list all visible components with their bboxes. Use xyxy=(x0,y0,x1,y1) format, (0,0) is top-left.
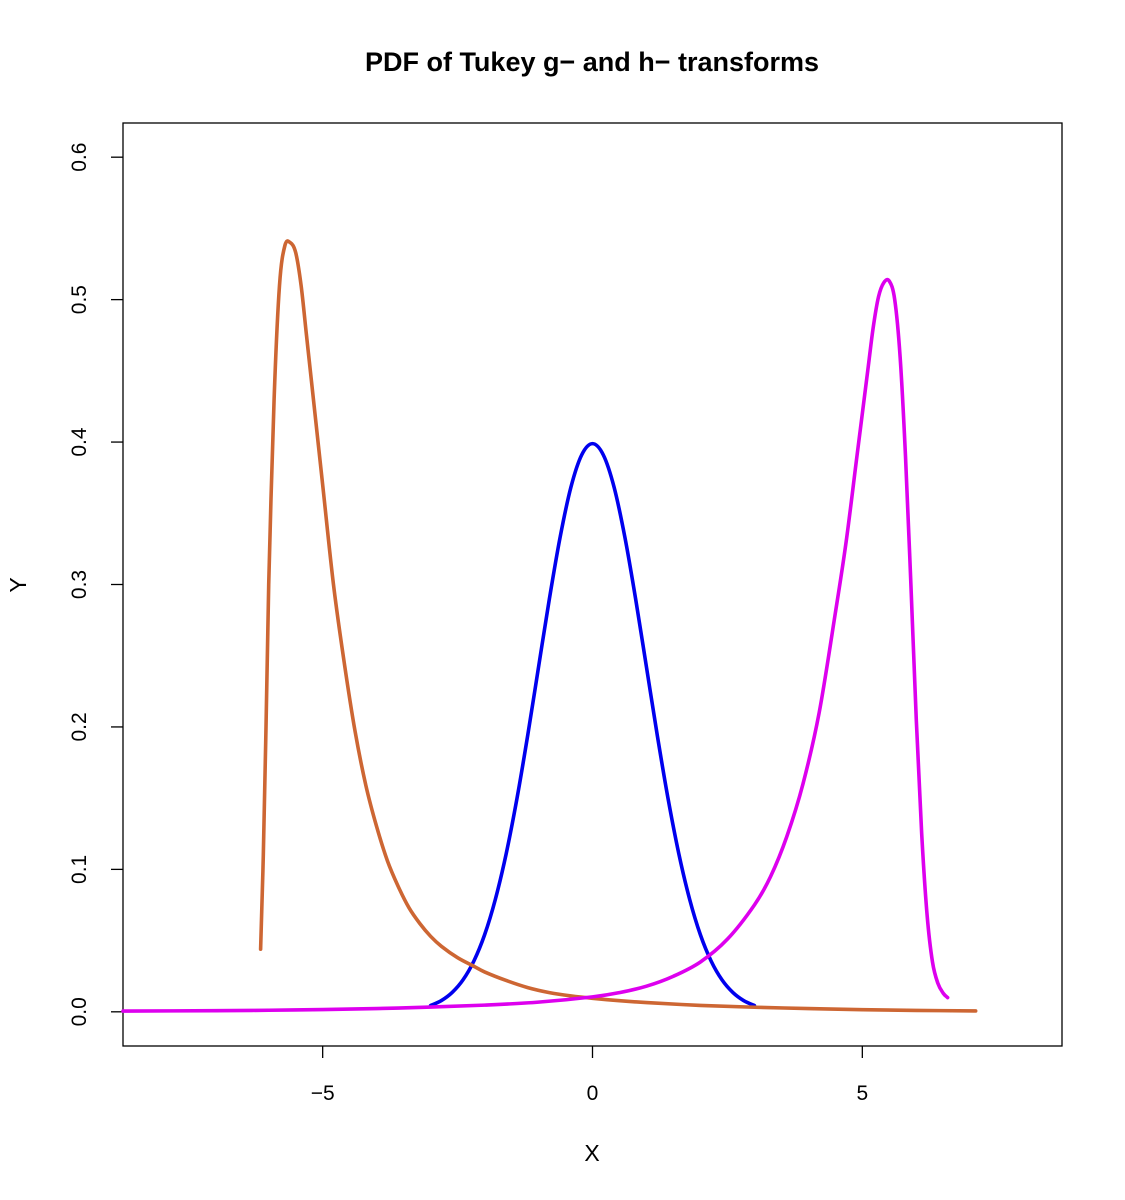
y-tick-label: 0.4 xyxy=(68,427,91,457)
series-line xyxy=(121,277,950,1013)
y-tick-label: 0.1 xyxy=(68,855,91,884)
plot-frame xyxy=(122,122,1063,1047)
x-tick-label: −5 xyxy=(311,1082,335,1105)
y-tick-label: 0.5 xyxy=(68,285,91,314)
y-tick-label: 0.3 xyxy=(68,570,91,599)
series-line xyxy=(428,441,757,1008)
y-tick-label: 0.6 xyxy=(68,143,91,172)
chart-title: PDF of Tukey g− and h− transforms xyxy=(365,47,819,77)
y-axis-label: Y xyxy=(5,577,31,592)
y-tick-label: 0.0 xyxy=(68,997,91,1026)
series-line xyxy=(258,239,978,1013)
x-tick-label: 0 xyxy=(587,1082,599,1105)
series-layer xyxy=(121,239,978,1013)
x-axis-label: X xyxy=(584,1140,599,1166)
y-axis: 0.0 0.1 0.2 0.3 0.4 0.5 0.6 xyxy=(68,143,123,1026)
x-axis: −5 0 5 xyxy=(311,1046,868,1105)
y-tick-label: 0.2 xyxy=(68,712,91,741)
x-tick-label: 5 xyxy=(856,1082,868,1105)
